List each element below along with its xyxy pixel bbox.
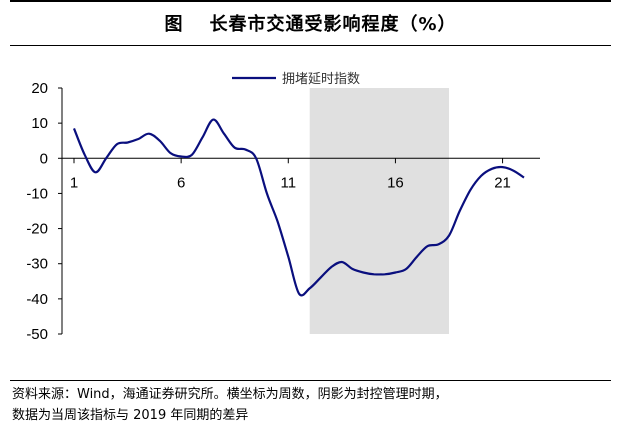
lockdown-shade <box>309 88 449 334</box>
y-tick-label: -10 <box>26 185 48 202</box>
source-note-line1: 资料来源：Wind，海通证券研究所。横坐标为周数，阴影为封控管理时期， <box>12 387 448 402</box>
y-tick-label: -20 <box>26 221 48 238</box>
source-note-line2: 数据为当周该指标与 2019 年同期的差异 <box>12 408 249 423</box>
x-tick-label: 6 <box>177 174 185 191</box>
series-line-congestion-delay-index <box>72 118 525 297</box>
legend-label: 拥堵延时指数 <box>282 72 360 87</box>
chart-title: 图 长春市交通受影响程度（%） <box>10 10 611 36</box>
y-tick-label: 0 <box>40 150 48 167</box>
y-tick-label: -40 <box>26 291 48 308</box>
y-tick-label: -50 <box>26 326 48 343</box>
title-bar: 图 长春市交通受影响程度（%） <box>10 0 611 46</box>
y-tick-label: 20 <box>31 80 48 97</box>
legend: 拥堵延时指数 <box>232 72 360 87</box>
x-tick-label: 21 <box>494 174 511 191</box>
y-tick-label: -30 <box>26 256 48 273</box>
series-layer <box>72 118 525 297</box>
x-tick-label: 11 <box>280 174 296 191</box>
figure-label: 图 <box>164 14 184 35</box>
bottom-rule <box>10 380 611 381</box>
x-tick-label: 16 <box>387 174 404 191</box>
shaded-region-layer <box>309 88 449 334</box>
x-tick-label: 1 <box>70 174 78 191</box>
source-note: 资料来源：Wind，海通证券研究所。横坐标为周数，阴影为封控管理时期， 数据为当… <box>12 384 612 426</box>
y-tick-label: 10 <box>31 115 48 132</box>
title-text: 长春市交通受影响程度（%） <box>209 14 457 35</box>
